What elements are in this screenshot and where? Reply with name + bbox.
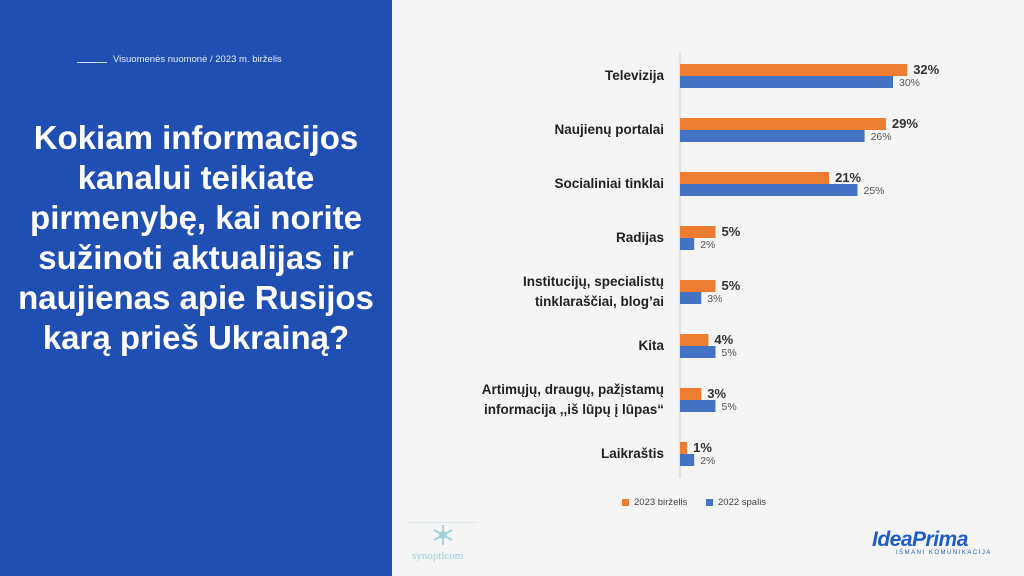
data-label-2022: 2%: [700, 455, 715, 467]
survey-subtitle: Visuomenės nuomonė / 2023 m. birželis: [113, 54, 282, 65]
data-label-2023: 3%: [707, 386, 726, 401]
bar-2023: [680, 172, 830, 184]
bar-chart: Televizija 32%30% Naujienų portalai 29%26% S…: [482, 52, 940, 478]
category-label: Laikraštis: [601, 446, 664, 461]
bar-2022: [680, 292, 702, 304]
bar-2023: [680, 388, 702, 400]
data-label-2022: 26%: [871, 131, 892, 143]
legend-label-2022: 2022 spalis: [718, 497, 767, 508]
bar-2023: [680, 334, 709, 346]
question-title: Kokiam informacijos kanalui teikiate pir…: [18, 119, 374, 356]
left-panel: Visuomenės nuomonė / 2023 m. birželis Ko…: [0, 0, 392, 576]
data-label-2022: 2%: [700, 239, 715, 251]
bar-2022: [680, 346, 716, 358]
ideaprima-logo-tagline: IŠMANI KOMUNIKACIJA: [896, 550, 992, 556]
legend-label-2023: 2023 birželis: [634, 497, 688, 508]
bar-2022: [680, 184, 858, 196]
category-label: Kita: [638, 338, 664, 353]
chart-panel: Televizija 32% 30% Naujienų portalai 29% 26% S…: [392, 0, 1024, 576]
category-label: Artimųjų, draugų, pažįstamų informacija ,…: [482, 382, 664, 417]
bar-2022: [680, 238, 695, 250]
synopticom-logo-text: synopticom: [412, 550, 464, 562]
bar-2022: [680, 454, 695, 466]
snowflake-icon: [433, 525, 453, 545]
data-label-2023: 4%: [714, 332, 733, 347]
synopticom-logo: synopticom: [408, 520, 478, 570]
bar-2022: [680, 76, 893, 88]
data-label-2022: 3%: [707, 293, 722, 305]
data-label-2023: 32%: [913, 62, 939, 77]
data-label-2022: 5%: [722, 347, 737, 359]
bar-2022: [680, 400, 716, 412]
data-label-2022: 30%: [899, 77, 920, 89]
bar-2023: [680, 442, 688, 454]
bar-2023: [680, 280, 716, 292]
data-label-2023: 5%: [722, 224, 741, 239]
category-label: Institucijų, specialistų tinklaraščiai, b…: [523, 274, 664, 309]
legend-item-2022: 2022 spalis: [706, 497, 766, 508]
data-label-2023: 21%: [835, 170, 861, 185]
data-label-2022: 25%: [864, 185, 885, 197]
ideaprima-logo-name: IdeaPrima: [872, 528, 968, 551]
category-label: Radijas: [616, 230, 664, 245]
bar-2023: [680, 226, 716, 238]
data-label-2023: 1%: [693, 440, 712, 455]
category-label: Televizija: [605, 68, 665, 83]
category-label: Naujienų portalai: [554, 122, 664, 137]
data-label-2023: 5%: [722, 278, 741, 293]
legend-swatch-2022: [706, 499, 713, 506]
ideaprima-logo: IdeaPrima IŠMANI KOMUNIKACIJA: [872, 528, 1002, 556]
bar-2023: [680, 64, 908, 76]
category-label: Socialiniai tinklai: [554, 176, 664, 191]
data-label-2022: 5%: [722, 401, 737, 413]
data-label-2023: 29%: [892, 116, 918, 131]
bar-2022: [680, 130, 865, 142]
bar-2023: [680, 118, 886, 130]
logo-divider: [408, 522, 478, 523]
subtitle-divider: [77, 62, 107, 63]
legend-item-2023: 2023 birželis: [622, 497, 687, 508]
legend-swatch-2023: [622, 499, 629, 506]
